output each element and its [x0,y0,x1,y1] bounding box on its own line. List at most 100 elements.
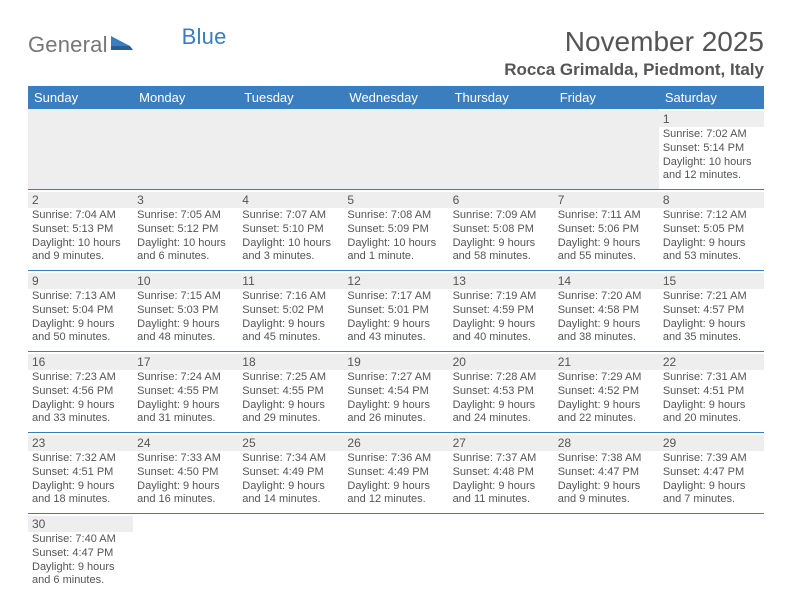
calendar-cell: 14Sunrise: 7:20 AMSunset: 4:58 PMDayligh… [554,271,659,352]
sunset-text: Sunset: 4:49 PM [347,466,444,480]
brand-part1: General [28,32,108,58]
day-number: 30 [28,516,133,532]
sunrise-text: Sunrise: 7:15 AM [137,290,234,304]
day-number: 19 [343,354,448,370]
sunrise-text: Sunrise: 7:20 AM [558,290,655,304]
sunrise-text: Sunrise: 7:34 AM [242,452,339,466]
calendar-row: 9Sunrise: 7:13 AMSunset: 5:04 PMDaylight… [28,271,764,352]
sunset-text: Sunset: 5:03 PM [137,304,234,318]
daylight-text: Daylight: 9 hours and 29 minutes. [242,399,339,427]
sunset-text: Sunset: 4:59 PM [453,304,550,318]
day-number: 17 [133,354,238,370]
day-number: 23 [28,435,133,451]
weekday-header: Wednesday [343,86,448,109]
day-number: 8 [659,192,764,208]
sunrise-text: Sunrise: 7:40 AM [32,533,129,547]
daylight-text: Daylight: 10 hours and 12 minutes. [663,156,760,184]
sunset-text: Sunset: 5:13 PM [32,223,129,237]
day-number: 14 [554,273,659,289]
sunrise-text: Sunrise: 7:11 AM [558,209,655,223]
sunset-text: Sunset: 4:48 PM [453,466,550,480]
sunset-text: Sunset: 5:12 PM [137,223,234,237]
day-number: 1 [659,111,764,127]
calendar-cell: 5Sunrise: 7:08 AMSunset: 5:09 PMDaylight… [343,190,448,271]
day-number: 5 [343,192,448,208]
weekday-header: Thursday [449,86,554,109]
sunrise-text: Sunrise: 7:07 AM [242,209,339,223]
calendar-cell: 8Sunrise: 7:12 AMSunset: 5:05 PMDaylight… [659,190,764,271]
calendar-cell: 28Sunrise: 7:38 AMSunset: 4:47 PMDayligh… [554,433,659,514]
sunrise-text: Sunrise: 7:32 AM [32,452,129,466]
calendar-row: 23Sunrise: 7:32 AMSunset: 4:51 PMDayligh… [28,433,764,514]
calendar-cell: 4Sunrise: 7:07 AMSunset: 5:10 PMDaylight… [238,190,343,271]
day-number: 9 [28,273,133,289]
sunset-text: Sunset: 4:57 PM [663,304,760,318]
day-number: 29 [659,435,764,451]
calendar-row: 1Sunrise: 7:02 AMSunset: 5:14 PMDaylight… [28,109,764,190]
empty-cell [343,109,448,190]
sunrise-text: Sunrise: 7:24 AM [137,371,234,385]
day-number: 13 [449,273,554,289]
sunrise-text: Sunrise: 7:37 AM [453,452,550,466]
daylight-text: Daylight: 9 hours and 12 minutes. [347,480,444,508]
calendar-cell: 15Sunrise: 7:21 AMSunset: 4:57 PMDayligh… [659,271,764,352]
sunrise-text: Sunrise: 7:08 AM [347,209,444,223]
sunset-text: Sunset: 4:47 PM [32,547,129,561]
month-title: November 2025 [504,26,764,58]
calendar-page: General Blue November 2025 Rocca Grimald… [0,0,792,594]
daylight-text: Daylight: 9 hours and 6 minutes. [32,561,129,589]
sunrise-text: Sunrise: 7:05 AM [137,209,234,223]
calendar-cell: 10Sunrise: 7:15 AMSunset: 5:03 PMDayligh… [133,271,238,352]
daylight-text: Daylight: 9 hours and 16 minutes. [137,480,234,508]
daylight-text: Daylight: 9 hours and 22 minutes. [558,399,655,427]
sunset-text: Sunset: 4:47 PM [558,466,655,480]
day-number: 24 [133,435,238,451]
calendar-cell: 25Sunrise: 7:34 AMSunset: 4:49 PMDayligh… [238,433,343,514]
sunrise-text: Sunrise: 7:23 AM [32,371,129,385]
calendar-cell: 26Sunrise: 7:36 AMSunset: 4:49 PMDayligh… [343,433,448,514]
sunrise-text: Sunrise: 7:27 AM [347,371,444,385]
calendar-row: 2Sunrise: 7:04 AMSunset: 5:13 PMDaylight… [28,190,764,271]
calendar-cell: 24Sunrise: 7:33 AMSunset: 4:50 PMDayligh… [133,433,238,514]
sunset-text: Sunset: 5:04 PM [32,304,129,318]
empty-cell [449,514,554,595]
sunset-text: Sunset: 4:52 PM [558,385,655,399]
calendar-cell: 9Sunrise: 7:13 AMSunset: 5:04 PMDaylight… [28,271,133,352]
day-number: 12 [343,273,448,289]
sunrise-text: Sunrise: 7:39 AM [663,452,760,466]
day-number: 4 [238,192,343,208]
calendar-body: 1Sunrise: 7:02 AMSunset: 5:14 PMDaylight… [28,109,764,594]
sunrise-text: Sunrise: 7:17 AM [347,290,444,304]
daylight-text: Daylight: 9 hours and 58 minutes. [453,237,550,265]
sunset-text: Sunset: 4:49 PM [242,466,339,480]
day-number: 18 [238,354,343,370]
sunset-text: Sunset: 4:54 PM [347,385,444,399]
empty-cell [659,514,764,595]
sunset-text: Sunset: 4:58 PM [558,304,655,318]
sunset-text: Sunset: 4:55 PM [137,385,234,399]
calendar-cell: 19Sunrise: 7:27 AMSunset: 4:54 PMDayligh… [343,352,448,433]
daylight-text: Daylight: 9 hours and 14 minutes. [242,480,339,508]
day-number: 11 [238,273,343,289]
weekday-header-row: Sunday Monday Tuesday Wednesday Thursday… [28,86,764,109]
sunrise-text: Sunrise: 7:25 AM [242,371,339,385]
empty-cell [133,109,238,190]
sunrise-text: Sunrise: 7:29 AM [558,371,655,385]
sunrise-text: Sunrise: 7:12 AM [663,209,760,223]
day-number: 20 [449,354,554,370]
calendar-cell: 6Sunrise: 7:09 AMSunset: 5:08 PMDaylight… [449,190,554,271]
daylight-text: Daylight: 10 hours and 6 minutes. [137,237,234,265]
calendar-cell: 27Sunrise: 7:37 AMSunset: 4:48 PMDayligh… [449,433,554,514]
sunset-text: Sunset: 4:55 PM [242,385,339,399]
daylight-text: Daylight: 9 hours and 9 minutes. [558,480,655,508]
calendar-cell: 7Sunrise: 7:11 AMSunset: 5:06 PMDaylight… [554,190,659,271]
sunrise-text: Sunrise: 7:31 AM [663,371,760,385]
calendar-cell: 29Sunrise: 7:39 AMSunset: 4:47 PMDayligh… [659,433,764,514]
daylight-text: Daylight: 10 hours and 3 minutes. [242,237,339,265]
flag-icon [110,34,134,57]
sunset-text: Sunset: 5:09 PM [347,223,444,237]
sunrise-text: Sunrise: 7:38 AM [558,452,655,466]
sunrise-text: Sunrise: 7:09 AM [453,209,550,223]
calendar-cell: 11Sunrise: 7:16 AMSunset: 5:02 PMDayligh… [238,271,343,352]
day-number: 10 [133,273,238,289]
